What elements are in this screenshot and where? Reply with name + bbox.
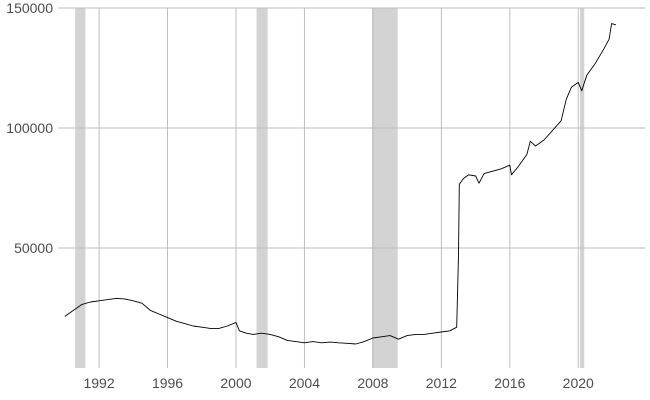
x-tick-label: 1992 bbox=[83, 375, 114, 391]
y-tick-label: 100000 bbox=[6, 120, 53, 136]
recession-band-0 bbox=[75, 8, 86, 368]
x-tick-label: 2012 bbox=[426, 375, 457, 391]
x-tick-label: 1996 bbox=[152, 375, 183, 391]
recession-band-3 bbox=[579, 8, 585, 368]
tick-labels: 1992 1996 2000 2004 2008 2012 2016 2020 50000 100… bbox=[6, 0, 594, 391]
recession-band-2 bbox=[372, 8, 398, 368]
series-line-0 bbox=[64, 23, 617, 345]
y-tick-label: 150000 bbox=[6, 0, 53, 16]
recession-band-1 bbox=[256, 8, 268, 368]
series-layer bbox=[64, 23, 617, 345]
x-tick-label: 2020 bbox=[563, 375, 594, 391]
x-tick-label: 2016 bbox=[494, 375, 525, 391]
x-tick-label: 2000 bbox=[220, 375, 251, 391]
y-tick-label: 50000 bbox=[14, 240, 53, 256]
x-tick-label: 2004 bbox=[289, 375, 320, 391]
grid bbox=[58, 7, 645, 368]
x-tick-label: 2008 bbox=[357, 375, 388, 391]
recession-shading bbox=[75, 8, 585, 368]
